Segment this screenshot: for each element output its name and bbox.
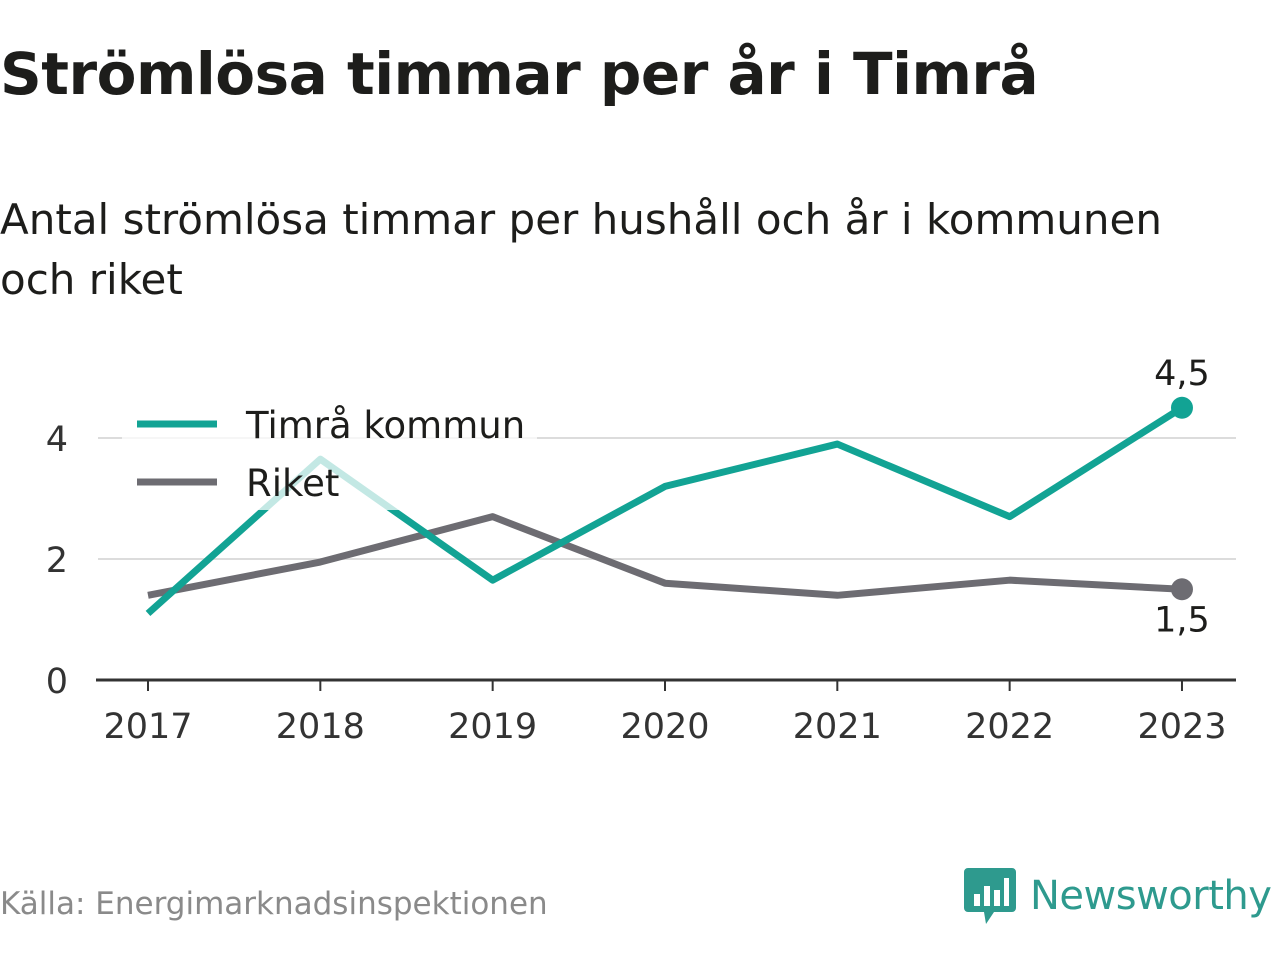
x-tick-label: 2022: [965, 707, 1054, 747]
end-label-riket: 1,5: [1154, 600, 1210, 640]
legend-label-riket: Riket: [246, 462, 339, 505]
x-tick-label: 2021: [793, 707, 882, 747]
legend-label-timra: Timrå kommun: [245, 404, 525, 447]
y-tick-label: 4: [46, 420, 68, 460]
x-tick-label: 2020: [620, 707, 709, 747]
series-endpoint: [1170, 578, 1193, 601]
series-line-riket: [147, 513, 1183, 599]
legend: Timrå kommun Riket: [122, 398, 537, 510]
x-tick-label: 2019: [448, 707, 537, 747]
series-endpoint: [1170, 396, 1193, 419]
chart-subtitle: Antal strömlösa timmar per hushåll och å…: [0, 195, 1162, 304]
brand-name: Newsworthy: [1030, 873, 1272, 919]
x-tick-label: 2023: [1137, 707, 1226, 747]
brand-logo: Newsworthy: [964, 866, 1272, 926]
y-tick-label: 2: [46, 541, 68, 581]
legend-background: [122, 398, 537, 510]
line-chart: Timrå kommun Riket 0 2 4 2017 2018 2019 2020 20…: [46, 354, 1236, 747]
x-tick-label: 2018: [276, 707, 365, 747]
source-note: Källa: Energimarknadsinspektionen: [0, 886, 548, 922]
x-tick-label: 2017: [103, 707, 192, 747]
chart-title: Strömlösa timmar per år i Timrå: [0, 40, 1039, 108]
end-label-timra: 4,5: [1154, 354, 1210, 394]
labels-layer: 0 2 4 2017 2018 2019 2020 2021 2022 2023 4,5 1,5: [46, 354, 1227, 747]
newsworthy-logo-icon: [964, 868, 1016, 924]
y-tick-label: 0: [46, 662, 68, 702]
